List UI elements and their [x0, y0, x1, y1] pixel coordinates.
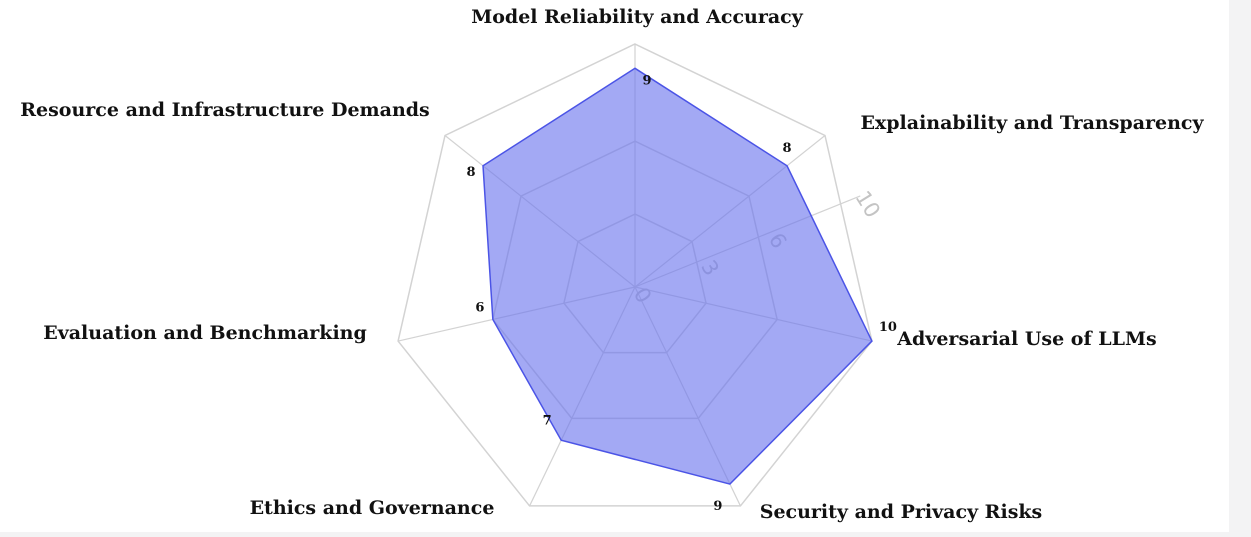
data-value-label: 9: [642, 73, 651, 88]
data-series: [482, 67, 873, 485]
category-labels: Model Reliability and Accuracy Explainabi…: [20, 6, 1204, 523]
data-value-label: 10: [879, 320, 897, 335]
category-label: Ethics and Governance: [250, 497, 495, 519]
radial-tick-label: 10: [850, 187, 885, 222]
grid-ring: [397, 43, 873, 507]
data-value-label: 6: [475, 300, 484, 315]
category-label: Security and Privacy Risks: [760, 501, 1043, 523]
data-value-label: 9: [713, 499, 722, 514]
data-value-label: 8: [782, 141, 791, 156]
series-area: [482, 67, 873, 485]
category-label: Adversarial Use of LLMs: [896, 328, 1156, 350]
category-label: Evaluation and Benchmarking: [43, 322, 367, 344]
category-label: Resource and Infrastructure Demands: [20, 99, 430, 121]
data-value-label: 8: [466, 165, 475, 180]
category-label: Model Reliability and Accuracy: [471, 6, 804, 28]
data-labels: 9 8 10 9 7 6 8: [466, 73, 896, 514]
category-label: Explainability and Transparency: [860, 112, 1204, 134]
data-value-label: 7: [543, 413, 552, 428]
